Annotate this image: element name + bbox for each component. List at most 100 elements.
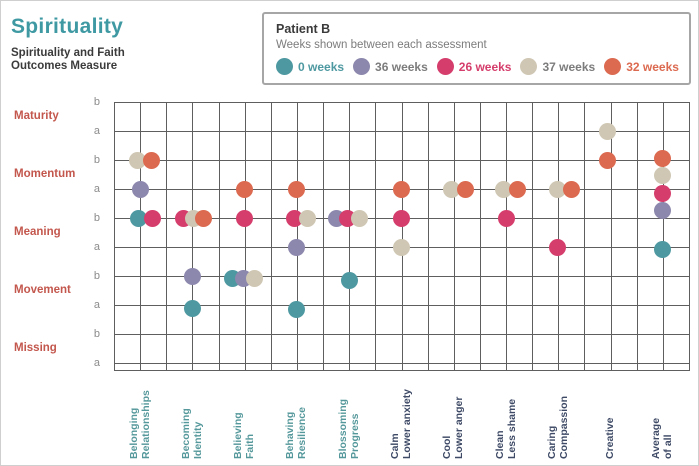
data-point [443, 180, 461, 198]
x-axis-label: Becoming Identity [179, 408, 204, 459]
grid-vline [270, 102, 272, 370]
legend-item-37-weeks: 37 weeks [520, 58, 595, 75]
legend-item-label: 32 weeks [626, 59, 679, 74]
data-point [393, 238, 410, 256]
data-point [497, 209, 515, 227]
grid-vline [140, 102, 142, 370]
grid-vline [349, 102, 351, 370]
y-tick: a [93, 183, 100, 195]
grid-vline [532, 102, 534, 370]
page-subtitle-line1: Spirituality and Faith [11, 47, 125, 59]
grid-vline [479, 102, 481, 370]
data-point [457, 180, 475, 198]
x-axis-label: Behaving Resilience [284, 407, 308, 459]
x-axis-label: Creative [603, 417, 616, 459]
data-point [599, 151, 617, 169]
grid-vline [662, 102, 664, 370]
data-point [143, 209, 161, 227]
legend-item-0-weeks: 0 weeks [276, 58, 344, 75]
x-axis-label: Belonging Relationships [127, 390, 152, 459]
y-tick: a [93, 241, 100, 253]
legend-items: 0 weeks 36 weeks 26 weeks 37 weeks 32 weeks [276, 58, 679, 75]
data-point [183, 299, 201, 317]
legend-series-dot [604, 58, 622, 75]
grid-vline [375, 102, 377, 370]
data-point [494, 180, 512, 198]
y-tick: b [93, 154, 100, 166]
y-group-label: Missing [14, 342, 57, 354]
page-subtitle-line2: Outcomes Measure [11, 60, 118, 72]
data-point [350, 209, 368, 227]
legend-item-26-weeks: 26 weeks [436, 58, 512, 75]
data-point [288, 180, 306, 198]
grid-vline [218, 102, 220, 370]
y-tick: a [93, 125, 100, 137]
y-tick: b [93, 270, 100, 282]
data-point [142, 151, 160, 169]
legend-item-36-weeks: 36 weeks [353, 58, 428, 75]
y-tick: a [93, 357, 100, 369]
grid-hline [114, 276, 690, 277]
grid-vline [506, 102, 508, 370]
grid-hline [114, 131, 690, 132]
x-axis-label: Blossoming Progress [336, 398, 361, 459]
legend-item-label: 26 weeks [458, 59, 512, 74]
grid-vline [166, 102, 168, 370]
data-point [393, 209, 410, 227]
x-axis-label: Average of all [650, 417, 674, 459]
data-point [299, 209, 317, 227]
grid-vline [114, 102, 115, 370]
grid-vline [558, 102, 560, 370]
grid-hline [114, 305, 690, 306]
data-point [654, 166, 672, 184]
grid-hline [114, 160, 690, 161]
grid-vline [296, 102, 298, 370]
data-point [131, 180, 149, 198]
y-group-label: Movement [14, 284, 71, 296]
grid-vline [689, 102, 690, 370]
legend-item-label: 0 weeks [298, 59, 345, 74]
x-axis-label: Believing Faith [232, 412, 256, 459]
grid-vline [427, 102, 429, 370]
y-group-label: Meaning [14, 226, 61, 238]
data-point [288, 238, 306, 256]
data-point [599, 122, 617, 140]
y-tick: a [93, 299, 100, 311]
data-point [654, 240, 672, 258]
legend-item-label: 36 weeks [375, 59, 428, 74]
grid-vline [401, 102, 403, 370]
grid-vline [636, 102, 638, 370]
data-point [129, 209, 147, 227]
data-point [183, 267, 201, 285]
y-tick: b [93, 212, 100, 224]
x-axis-label: Cool Lower anger [441, 396, 465, 459]
data-point [194, 209, 212, 227]
data-point [654, 201, 672, 219]
data-point [548, 180, 566, 198]
legend-series-dot [436, 58, 454, 75]
legend-series-dot [520, 58, 538, 75]
data-point [508, 180, 526, 198]
y-tick: b [93, 96, 100, 108]
data-point [246, 269, 264, 287]
legend-subtitle: Weeks shown between each assessment [276, 39, 487, 51]
grid-hline [114, 363, 690, 364]
legend-item-label: 37 weeks [542, 59, 596, 74]
y-tick: b [93, 328, 100, 340]
x-axis-label: Calm Lower anxiety [389, 388, 413, 459]
data-point [340, 271, 358, 289]
grid-vline [453, 102, 455, 370]
grid-hline [114, 102, 690, 103]
data-point [286, 209, 304, 227]
data-point [654, 149, 672, 167]
grid-vline [192, 102, 194, 370]
legend-item-32-weeks: 32 weeks [604, 58, 679, 75]
legend-series-dot [276, 58, 293, 75]
data-point [562, 180, 580, 198]
page-subtitle: Spirituality and Faith Outcomes Measure [11, 47, 125, 73]
legend-title: Patient B [276, 22, 331, 36]
legend-series-dot [353, 58, 371, 75]
data-point [654, 184, 672, 202]
